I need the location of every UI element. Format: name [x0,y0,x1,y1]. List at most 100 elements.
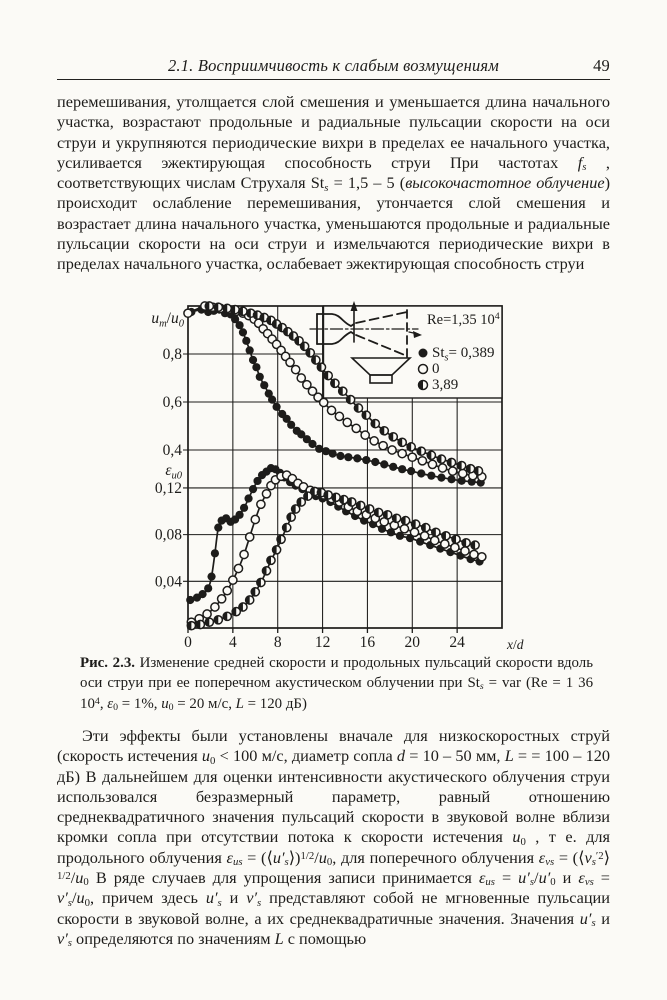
series-points-velocity-st-389 [204,301,484,476]
half-marker [323,490,334,500]
page-number: 49 [593,56,610,75]
filled-marker [239,503,249,512]
filled-marker [427,471,436,480]
series-points-pulsation-st-389 [186,486,480,631]
half-marker [391,513,402,524]
half-marker [382,509,393,520]
half-marker [451,534,461,545]
filled-marker [214,523,223,532]
half-marker [446,457,457,468]
running-title: 2.1. Восприимчивость к слабым возмущения… [167,56,500,75]
open-marker [397,448,408,459]
open-marker [417,455,428,466]
right-arrow-icon [413,331,422,338]
half-marker [244,595,255,605]
open-marker [457,468,468,479]
half-marker [355,500,366,511]
filled-marker [272,402,281,411]
y-axis-label-velocity: um/u0 [151,310,184,330]
filled-marker [252,363,261,372]
open-marker [222,585,233,596]
half-marker [281,522,292,533]
half-marker [416,446,427,457]
half-marker [195,619,206,630]
filled-marker [395,531,405,540]
half-marker [271,544,282,555]
y-tick-label: 0,12 [155,480,182,497]
filled-marker [207,572,216,581]
half-marker [456,460,467,471]
open-marker [429,535,440,546]
open-marker [239,549,249,560]
open-marker [302,379,312,390]
half-marker [406,442,417,452]
open-marker [447,466,458,476]
filled-marker [248,355,258,365]
half-marker [397,437,408,448]
filled-marker [260,381,269,390]
half-marker [330,378,340,389]
filled-marker [457,476,466,485]
filled-marker [380,460,389,469]
open-marker [439,539,450,549]
open-marker [417,363,429,375]
open-marker [387,445,397,455]
y-tick-label: 0,6 [163,394,183,411]
half-marker [238,602,248,612]
half-marker [222,611,233,622]
open-marker [450,542,460,553]
half-marker [286,512,297,522]
half-marker [410,519,421,529]
filled-marker [235,321,244,330]
half-marker [250,586,261,597]
page-header: 2.1. Восприимчивость к слабым возмущения… [57,56,610,76]
half-marker [370,418,381,429]
half-marker [465,463,476,474]
open-marker [427,459,438,470]
y-tick-label: 0,04 [155,573,182,590]
filled-marker [210,549,220,558]
half-marker [231,606,242,617]
filled-marker [447,475,456,484]
half-marker [310,355,321,365]
open-marker [378,440,388,451]
half-marker [331,492,341,503]
paragraph-1: перемешивания, утолщается слой смешения … [57,92,610,274]
filled-marker [231,315,240,324]
half-marker [204,301,215,311]
filled-marker [437,473,446,482]
legend-entry: 0 [417,361,440,377]
filled-marker [287,420,296,429]
half-marker [473,466,484,476]
open-marker [285,357,295,368]
half-marker [470,540,480,550]
half-marker [388,431,399,442]
half-marker [186,620,197,631]
filled-marker [407,467,416,476]
open-marker [409,527,420,538]
half-marker [364,504,375,514]
filled-marker [255,372,264,381]
filled-marker [302,435,311,444]
loudspeaker-icon [349,357,413,384]
x-tick-label: 24 [449,634,465,651]
open-marker [296,373,307,383]
reynolds-annotation: Re=1,35 104 [427,311,500,328]
open-marker [318,397,329,408]
open-marker [216,593,227,604]
open-marker [210,602,220,612]
half-marker [290,504,301,514]
y-tick-label: 0,8 [163,346,183,363]
half-marker [204,617,215,628]
half-marker [323,370,334,381]
half-marker [361,410,372,421]
open-marker [334,411,345,422]
filled-marker [389,462,398,471]
x-tick-label: 12 [315,634,331,651]
figure-caption: Рис. 2.3. Изменение средней скорости и п… [80,655,594,713]
open-marker [261,488,272,499]
half-marker [426,450,437,461]
half-marker [266,555,276,566]
half-marker [296,497,307,507]
